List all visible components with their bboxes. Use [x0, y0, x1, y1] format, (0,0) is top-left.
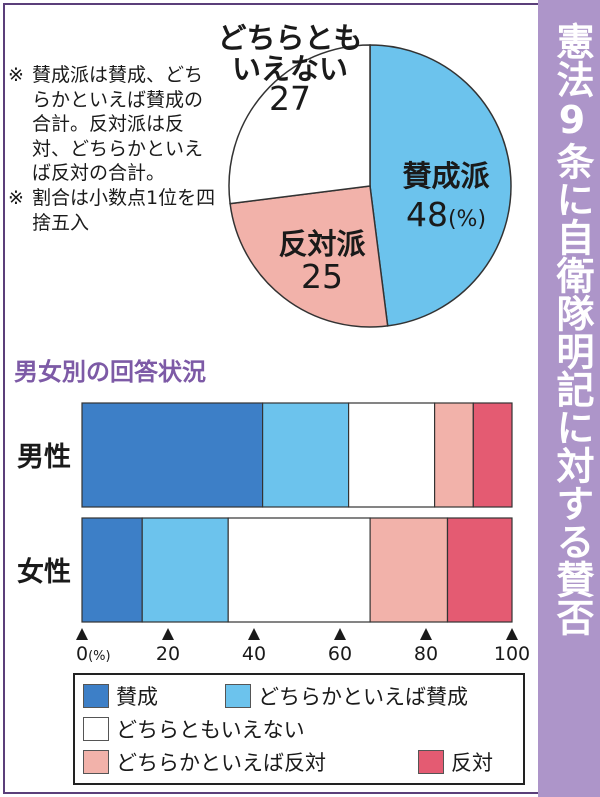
chart-title: 憲法9条に自衛隊明記に対する賛否	[550, 22, 594, 636]
bar-segment	[446, 517, 513, 623]
legend: 賛成 どちらかといえば賛成どちらともいえない どちらかといえば反対 反対	[73, 673, 525, 785]
x-tick-label: 60	[328, 643, 352, 665]
legend-item: どちらともいえない	[83, 714, 305, 744]
x-tick-label: 100	[494, 643, 530, 665]
x-tick	[248, 628, 260, 640]
footnote: ※ 割合は小数点1位を四捨五入	[8, 186, 218, 235]
footnotes: ※ 賛成派は賛成、どちらかといえば賛成の合計。反対派は反対、どちらかといえば反対…	[8, 63, 218, 235]
note-text: 割合は小数点1位を四捨五入	[32, 186, 216, 234]
legend-item: どちらかといえば賛成	[225, 681, 468, 711]
bar-segment	[81, 402, 264, 508]
section-title: 男女別の回答状況	[14, 358, 206, 386]
bar-segment	[262, 402, 350, 508]
x-tick	[76, 628, 88, 640]
legend-swatch	[83, 684, 109, 708]
bar-row	[81, 517, 513, 623]
x-axis: 0(%) 20 40 60 80 100	[76, 628, 530, 665]
x-tick	[162, 628, 174, 640]
legend-swatch	[418, 750, 444, 774]
bar-segment	[81, 517, 143, 623]
legend-label: どちらかといえば賛成	[258, 685, 468, 709]
legend-item: 反対	[418, 747, 493, 777]
note-mark: ※	[8, 64, 24, 86]
x-unit: (%)	[88, 649, 111, 664]
bar-segment	[141, 517, 229, 623]
legend-swatch	[225, 684, 251, 708]
legend-swatch	[83, 717, 109, 741]
bar-segment	[434, 402, 474, 508]
category-label: 女性	[17, 556, 71, 588]
note-text: 賛成派は賛成、どちらかといえば賛成の合計。反対派は反対、どちらかといえば反対の合…	[32, 64, 204, 185]
bar-segment	[472, 402, 513, 508]
footnote: ※ 賛成派は賛成、どちらかといえば賛成の合計。反対派は反対、どちらかといえば反対…	[8, 63, 218, 186]
x-tick-label: 40	[242, 643, 266, 665]
legend-item: 賛成	[83, 681, 158, 711]
x-tick-label: 20	[156, 643, 180, 665]
x-tick	[506, 628, 518, 640]
x-tick	[334, 628, 346, 640]
legend-label: どちらかといえば反対	[116, 751, 326, 775]
bar-segment	[369, 517, 449, 623]
x-tick-label: 80	[414, 643, 438, 665]
x-tick-label: 0(%)	[76, 643, 111, 665]
bar-rows	[81, 402, 513, 623]
x-tick	[420, 628, 432, 640]
bar-segment	[227, 517, 371, 623]
bar-row	[81, 402, 513, 508]
legend-swatch	[83, 750, 109, 774]
legend-label: 賛成	[116, 685, 158, 709]
legend-label: どちらともいえない	[116, 718, 305, 742]
title-band: 憲法9条に自衛隊明記に対する賛否	[538, 0, 600, 797]
legend-item: どちらかといえば反対	[83, 747, 326, 777]
bar-segment	[348, 402, 436, 508]
legend-label: 反対	[451, 751, 493, 775]
note-mark: ※	[8, 186, 24, 209]
category-label: 男性	[17, 442, 71, 473]
